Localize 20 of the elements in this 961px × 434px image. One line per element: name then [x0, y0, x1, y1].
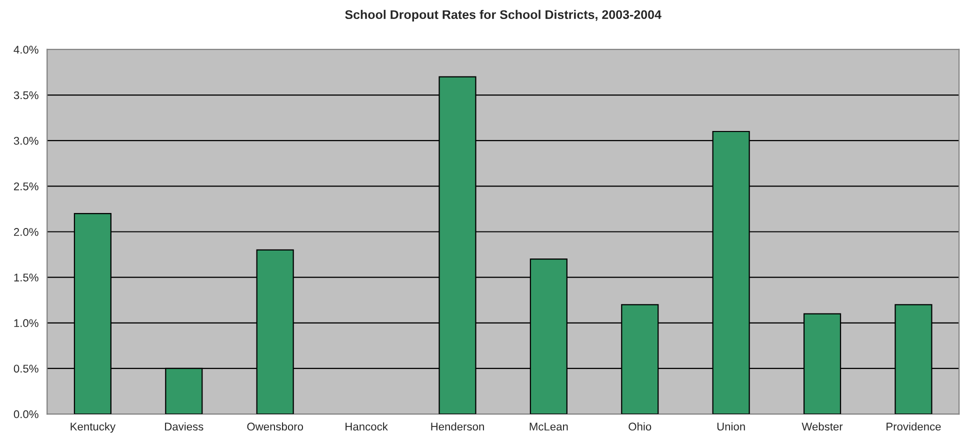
y-tick-label: 1.5% [14, 274, 38, 282]
y-tick-label: 0.5% [14, 364, 38, 373]
y-tick-label: 2.0% [14, 228, 38, 236]
x-tick-label: Ohio [628, 422, 652, 431]
x-tick-label: Hancock [346, 422, 388, 431]
x-tick-label: Owensboro [247, 422, 304, 431]
y-tick-label: 2.5% [14, 182, 38, 190]
y-tick-label: 0.0% [14, 410, 38, 418]
x-tick-label: Webster [802, 422, 843, 431]
y-tick-label: 3.5% [14, 91, 38, 100]
x-tick-label: McLean [530, 422, 568, 431]
y-tick-label: 3.0% [14, 136, 38, 145]
x-tick-label: Union [717, 422, 745, 431]
y-tick-label: 4.0% [14, 46, 38, 54]
x-tick-label: Daviess [165, 422, 204, 431]
x-tick-label: Providence [886, 422, 941, 431]
y-tick-label: 1.0% [14, 319, 38, 328]
chart-title: School Dropout Rates for School Districts, 2003-2004 [345, 10, 662, 22]
x-tick-label: Kentucky [70, 422, 116, 433]
x-tick-label: Henderson [431, 422, 484, 431]
